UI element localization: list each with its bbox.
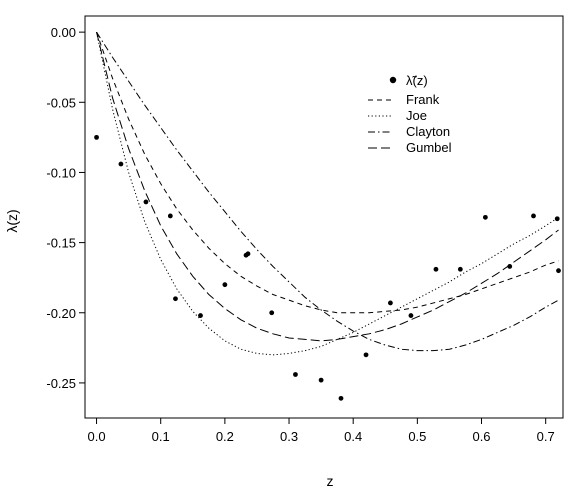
legend-label-joe: Joe	[406, 108, 427, 123]
data-point	[167, 213, 173, 219]
x-axis-title: z	[327, 473, 334, 489]
data-point	[173, 296, 178, 302]
data-point	[245, 251, 251, 257]
x-tick-label: 0.4	[344, 429, 362, 444]
data-point	[531, 213, 536, 219]
y-tick-label: -0.25	[46, 376, 76, 391]
data-points	[94, 134, 561, 401]
y-tick-label: -0.10	[46, 165, 76, 180]
data-point	[457, 266, 463, 272]
data-point	[388, 300, 393, 306]
x-tick-label: 0.5	[408, 429, 426, 444]
plot-frame	[84, 15, 564, 419]
legend-label-gumbel: Gumbel	[406, 140, 452, 155]
y-tick-label: -0.20	[46, 306, 76, 321]
data-point	[363, 352, 369, 358]
series-line-clayton	[96, 31, 559, 352]
y-axis-title: λ(z)	[4, 209, 20, 232]
data-point	[222, 282, 228, 288]
data-point	[338, 395, 344, 401]
data-point	[556, 268, 561, 274]
legend-label-frank: Frank	[406, 92, 440, 107]
data-point	[198, 313, 203, 318]
series-line-frank	[96, 31, 559, 314]
data-point	[554, 216, 560, 222]
y-tick-label: -0.05	[46, 95, 76, 110]
data-point	[408, 313, 414, 318]
data-point	[482, 214, 488, 220]
legend: λ̃(z) Frank Joe Clayton Gumbel	[368, 73, 452, 155]
x-tick-label: 0.6	[472, 429, 490, 444]
x-tick-label: 0.2	[216, 429, 234, 444]
y-axis: 0.00 -0.05 -0.10 -0.15 -0.20 -0.25	[46, 25, 85, 391]
data-point	[318, 377, 324, 383]
data-point	[507, 264, 513, 269]
series-line-gumbel	[96, 32, 559, 342]
series-line-joe	[96, 32, 559, 356]
data-point	[143, 199, 149, 205]
y-tick-label: -0.15	[46, 236, 76, 251]
x-tick-label: 0.7	[537, 429, 555, 444]
data-point	[269, 310, 275, 316]
legend-label-clayton: Clayton	[406, 124, 450, 139]
x-axis: 0.0 0.1 0.2 0.3 0.4 0.5 0.6 0.7	[88, 418, 555, 444]
data-point	[433, 266, 439, 272]
x-tick-label: 0.0	[88, 429, 106, 444]
legend-label-points: λ̃(z)	[406, 73, 428, 88]
x-tick-label: 0.3	[280, 429, 298, 444]
y-tick-label: 0.00	[51, 25, 76, 40]
data-point	[94, 134, 99, 140]
data-point	[293, 372, 298, 377]
data-point	[118, 161, 124, 167]
x-tick-label: 0.1	[152, 429, 170, 444]
legend-point-marker	[389, 76, 397, 84]
model-curves	[96, 31, 559, 356]
